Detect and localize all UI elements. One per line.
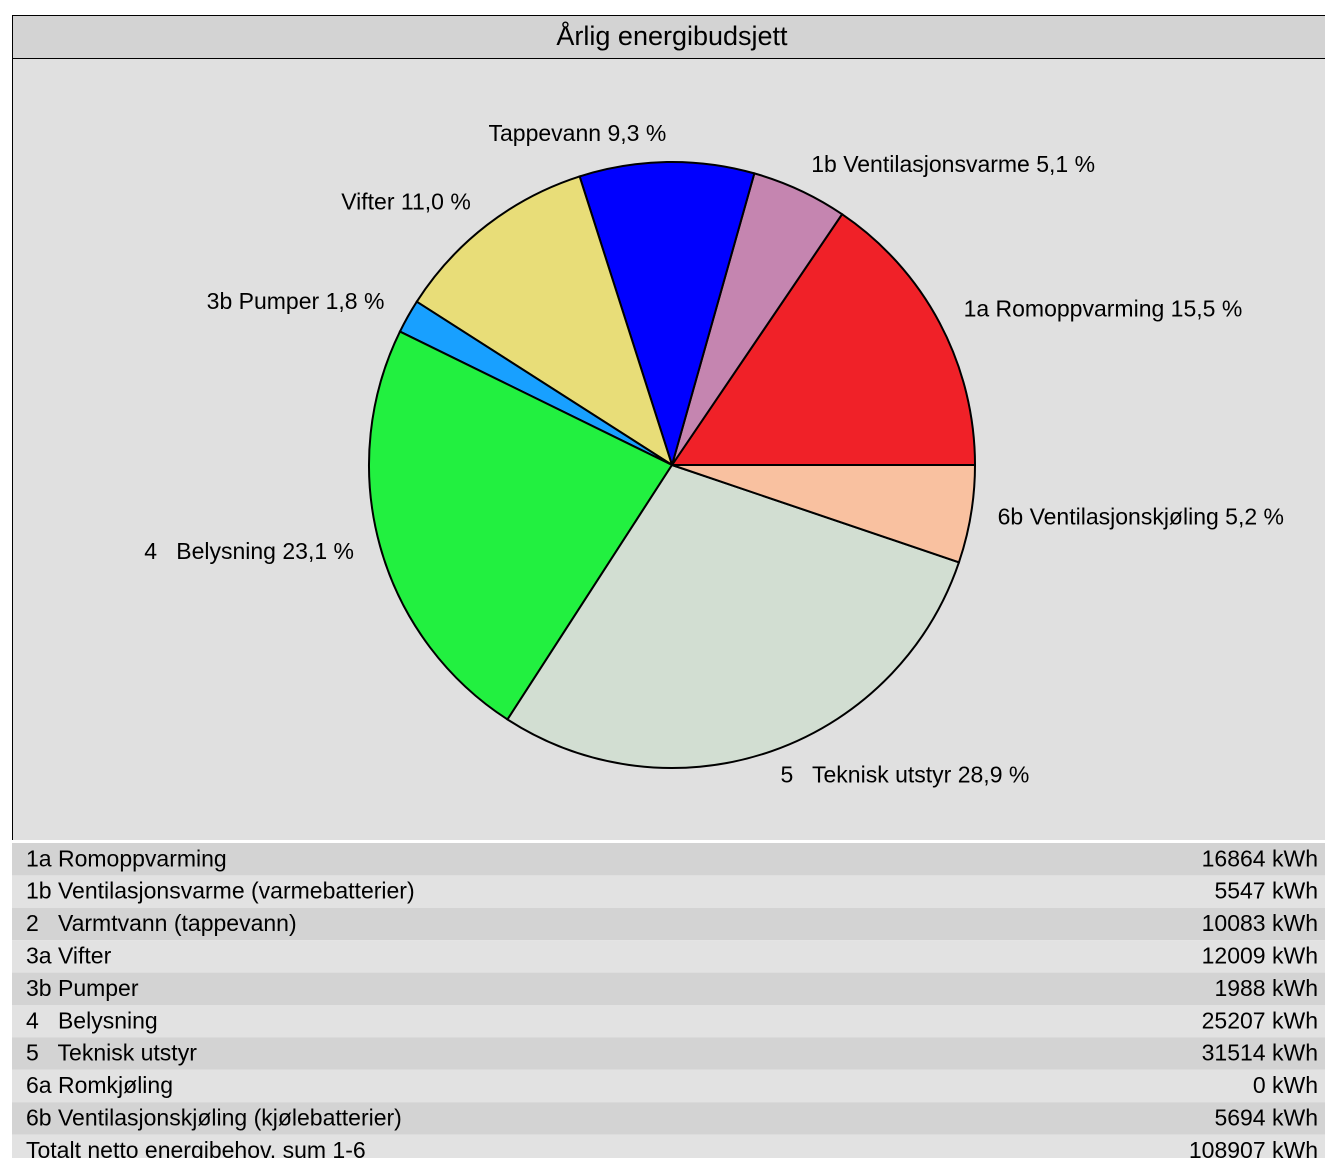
pie-slice xyxy=(578,161,756,469)
slice-category: 5 Teknisk utstyr xyxy=(780,762,951,788)
table-row xyxy=(12,1134,1325,1158)
slice-value-label: 15,5 % xyxy=(1171,296,1243,322)
pie-slice xyxy=(506,463,961,769)
table-row xyxy=(12,1037,1325,1070)
pie-slice xyxy=(368,330,674,721)
row-value: 25207 kWh xyxy=(1202,1007,1318,1033)
slice-label: 5 Teknisk utstyr 28,9 % xyxy=(780,762,1029,788)
slice-label: Tappevann 9,3 % xyxy=(489,120,667,146)
table-row xyxy=(12,1102,1325,1135)
slice-value-label: 5,1 % xyxy=(1036,151,1095,177)
row-value: 12009 kWh xyxy=(1202,942,1318,968)
row-label: 6a Romkjøling xyxy=(26,1072,173,1098)
table-row xyxy=(12,1069,1325,1103)
slice-category: Vifter xyxy=(341,189,395,215)
slice-label: 4 Belysning 23,1 % xyxy=(144,538,354,564)
table-row xyxy=(12,843,1325,876)
slice-label: 1a Romoppvarming 15,5 % xyxy=(964,296,1243,322)
slice-value-label: 23,1 % xyxy=(282,538,354,564)
slice-value-label: 28,9 % xyxy=(958,762,1030,788)
row-label: 5 Teknisk utstyr xyxy=(26,1040,197,1066)
table-row xyxy=(12,1005,1325,1038)
row-label: 3a Vifter xyxy=(26,942,112,968)
row-label: 3b Pumper xyxy=(26,975,139,1001)
slice-value-label: 1,8 % xyxy=(326,288,385,314)
row-value: 16864 kWh xyxy=(1202,845,1318,871)
slice-category: 4 Belysning xyxy=(144,538,276,564)
row-value: 108907 kWh xyxy=(1189,1137,1318,1158)
row-value: 0 kWh xyxy=(1253,1072,1318,1098)
slice-category: 1b Ventilasjonsvarme xyxy=(811,151,1030,177)
slice-category: 6b Ventilasjonskjøling xyxy=(998,504,1219,530)
slice-value-label: 5,2 % xyxy=(1225,504,1284,530)
slice-value-label: 9,3 % xyxy=(607,120,666,146)
slice-label: 6b Ventilasjonskjøling 5,2 % xyxy=(998,504,1284,530)
row-label: 2 Varmtvann (tappevann) xyxy=(26,910,297,936)
row-label: Totalt netto energibehov, sum 1-6 xyxy=(26,1137,366,1158)
table-row xyxy=(12,907,1325,941)
title-bar xyxy=(12,15,1325,58)
slice-label: Vifter 11,0 % xyxy=(341,189,471,215)
chart-title: Årlig energibudsjett xyxy=(556,20,788,51)
slice-value-label: 11,0 % xyxy=(401,189,471,215)
pie-slice xyxy=(671,464,977,564)
slice-category: 1a Romoppvarming xyxy=(964,296,1165,322)
slice-label: 1b Ventilasjonsvarme 5,1 % xyxy=(811,151,1095,177)
row-label: 4 Belysning xyxy=(26,1007,158,1033)
row-label: 1a Romoppvarming xyxy=(26,845,227,871)
pie-slice xyxy=(415,175,674,468)
slice-label: 3b Pumper 1,8 % xyxy=(207,288,385,314)
row-value: 31514 kWh xyxy=(1202,1040,1318,1066)
table-row xyxy=(12,875,1325,908)
row-value: 5547 kWh xyxy=(1214,878,1318,904)
table-row xyxy=(12,972,1325,1005)
table-row xyxy=(12,940,1325,973)
slice-category: Tappevann xyxy=(489,120,602,146)
row-label: 1b Ventilasjonsvarme (varmebatterier) xyxy=(26,878,415,904)
row-value: 10083 kWh xyxy=(1202,910,1318,936)
pie-slice xyxy=(670,212,977,466)
row-value: 5694 kWh xyxy=(1214,1104,1318,1130)
slice-category: 3b Pumper xyxy=(207,288,320,314)
row-label: 6b Ventilasjonskjøling (kjølebatterier) xyxy=(26,1104,402,1130)
row-value: 1988 kWh xyxy=(1214,975,1318,1001)
